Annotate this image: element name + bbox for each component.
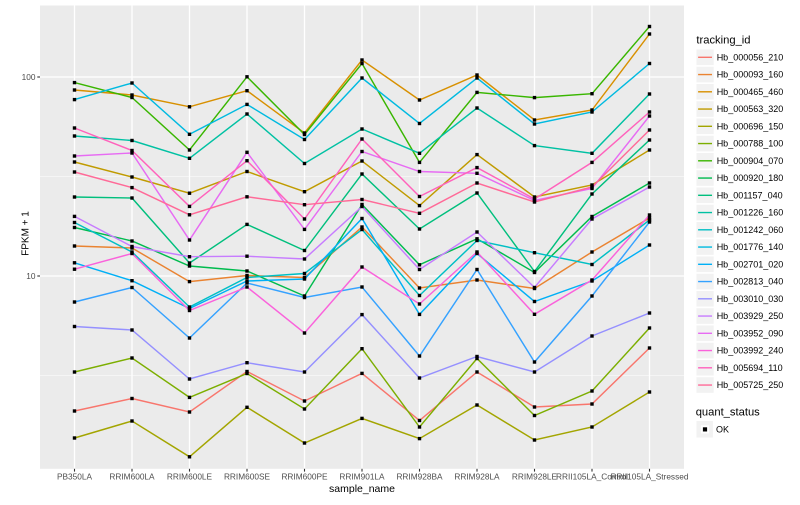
svg-text:Hb_000465_460: Hb_000465_460 [717, 87, 784, 97]
svg-text:FPKM + 1: FPKM + 1 [21, 211, 32, 256]
svg-text:RRIM928LA: RRIM928LA [454, 472, 500, 482]
svg-text:RRIM901LA: RRIM901LA [339, 472, 385, 482]
svg-text:Hb_005694_110: Hb_005694_110 [717, 363, 783, 373]
svg-text:RRIM600LE: RRIM600LE [167, 472, 213, 482]
svg-text:Hb_000696_150: Hb_000696_150 [717, 121, 784, 131]
svg-text:RRIM600SE: RRIM600SE [224, 472, 271, 482]
svg-text:Hb_000904_070: Hb_000904_070 [717, 156, 784, 166]
svg-text:Hb_005725_250: Hb_005725_250 [717, 380, 784, 390]
svg-text:10: 10 [26, 271, 36, 281]
svg-text:RRII105LA_Stressed: RRII105LA_Stressed [611, 472, 689, 482]
svg-text:RRIM928BA: RRIM928BA [396, 472, 443, 482]
svg-text:PB350LA: PB350LA [57, 472, 93, 482]
svg-text:Hb_001226_160: Hb_001226_160 [717, 208, 784, 218]
svg-text:Hb_000920_180: Hb_000920_180 [717, 173, 784, 183]
svg-text:Hb_001242_060: Hb_001242_060 [717, 225, 784, 235]
svg-text:OK: OK [716, 424, 729, 434]
svg-text:Hb_000093_160: Hb_000093_160 [717, 70, 784, 80]
svg-text:Hb_001776_140: Hb_001776_140 [717, 242, 784, 252]
svg-text:RRIM600PE: RRIM600PE [281, 472, 328, 482]
svg-text:100: 100 [22, 72, 36, 82]
svg-text:Hb_003992_240: Hb_003992_240 [717, 346, 784, 356]
svg-text:Hb_003929_250: Hb_003929_250 [717, 311, 784, 321]
svg-text:Hb_003952_090: Hb_003952_090 [717, 328, 784, 338]
svg-text:RRIM928LE: RRIM928LE [512, 472, 558, 482]
svg-text:quant_status: quant_status [696, 407, 760, 419]
svg-text:Hb_002701_020: Hb_002701_020 [717, 259, 784, 269]
svg-text:RRIM600LA: RRIM600LA [109, 472, 155, 482]
svg-text:Hb_003010_030: Hb_003010_030 [717, 294, 784, 304]
svg-text:sample_name: sample_name [329, 483, 395, 495]
svg-text:Hb_000788_100: Hb_000788_100 [717, 139, 784, 149]
svg-text:Hb_000563_320: Hb_000563_320 [717, 104, 784, 114]
svg-text:Hb_001157_040: Hb_001157_040 [717, 190, 783, 200]
svg-text:Hb_002813_040: Hb_002813_040 [717, 277, 784, 287]
svg-text:Hb_000056_210: Hb_000056_210 [717, 52, 784, 62]
svg-text:tracking_id: tracking_id [696, 35, 750, 47]
svg-text:RRII105LA_Control: RRII105LA_Control [556, 472, 628, 482]
